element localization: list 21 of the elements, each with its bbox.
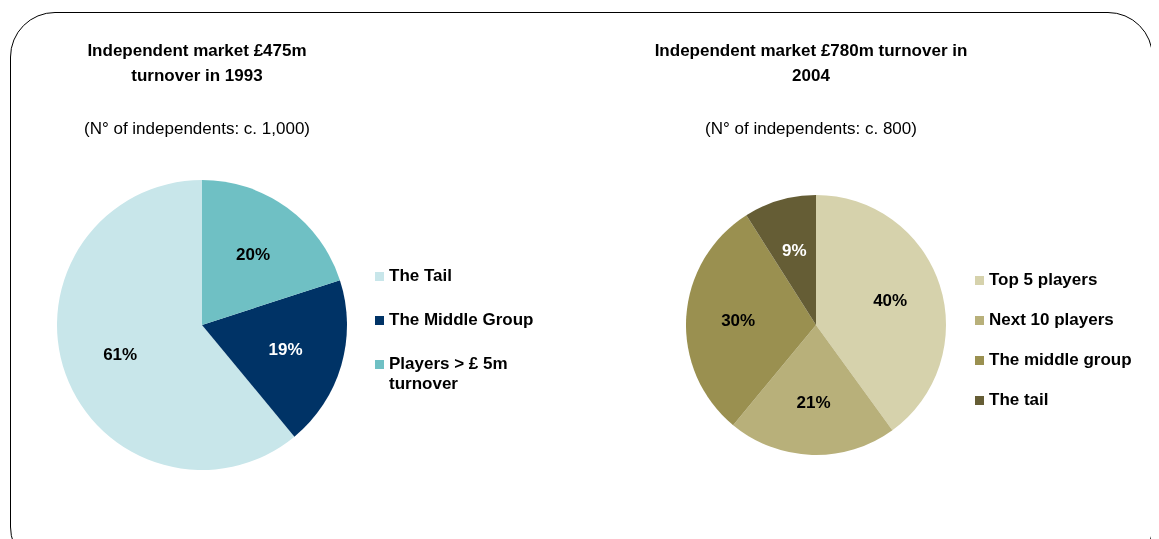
legend-label: Top 5 players — [989, 270, 1098, 290]
pie-slice — [733, 325, 893, 455]
legend-label: Next 10 players — [989, 310, 1114, 330]
data-label: 20% — [236, 245, 271, 265]
legend-label: The Middle Group — [389, 310, 534, 330]
chart-title: Independent market £475m turnover in 1993 — [86, 40, 308, 87]
data-label: 30% — [721, 310, 756, 330]
data-label: 61% — [103, 344, 138, 364]
legend-label: The Tail — [389, 266, 452, 286]
data-label: 21% — [796, 393, 831, 413]
legend-label: Players > £ 5m turnover — [389, 354, 509, 394]
chart-subtitle: (N° of independents: c. 1,000) — [82, 119, 311, 139]
data-label: 19% — [268, 339, 303, 359]
data-label: 9% — [781, 240, 807, 260]
data-label: 40% — [873, 291, 908, 311]
legend-label: The middle group — [989, 350, 1132, 370]
chart-title: Independent market £780m turnover in 2004 — [653, 40, 969, 87]
pie-slice — [202, 180, 340, 325]
pie-slice — [202, 280, 347, 437]
chart-subtitle: (N° of independents: c. 800) — [704, 119, 918, 139]
legend-label: The tail — [989, 390, 1049, 410]
